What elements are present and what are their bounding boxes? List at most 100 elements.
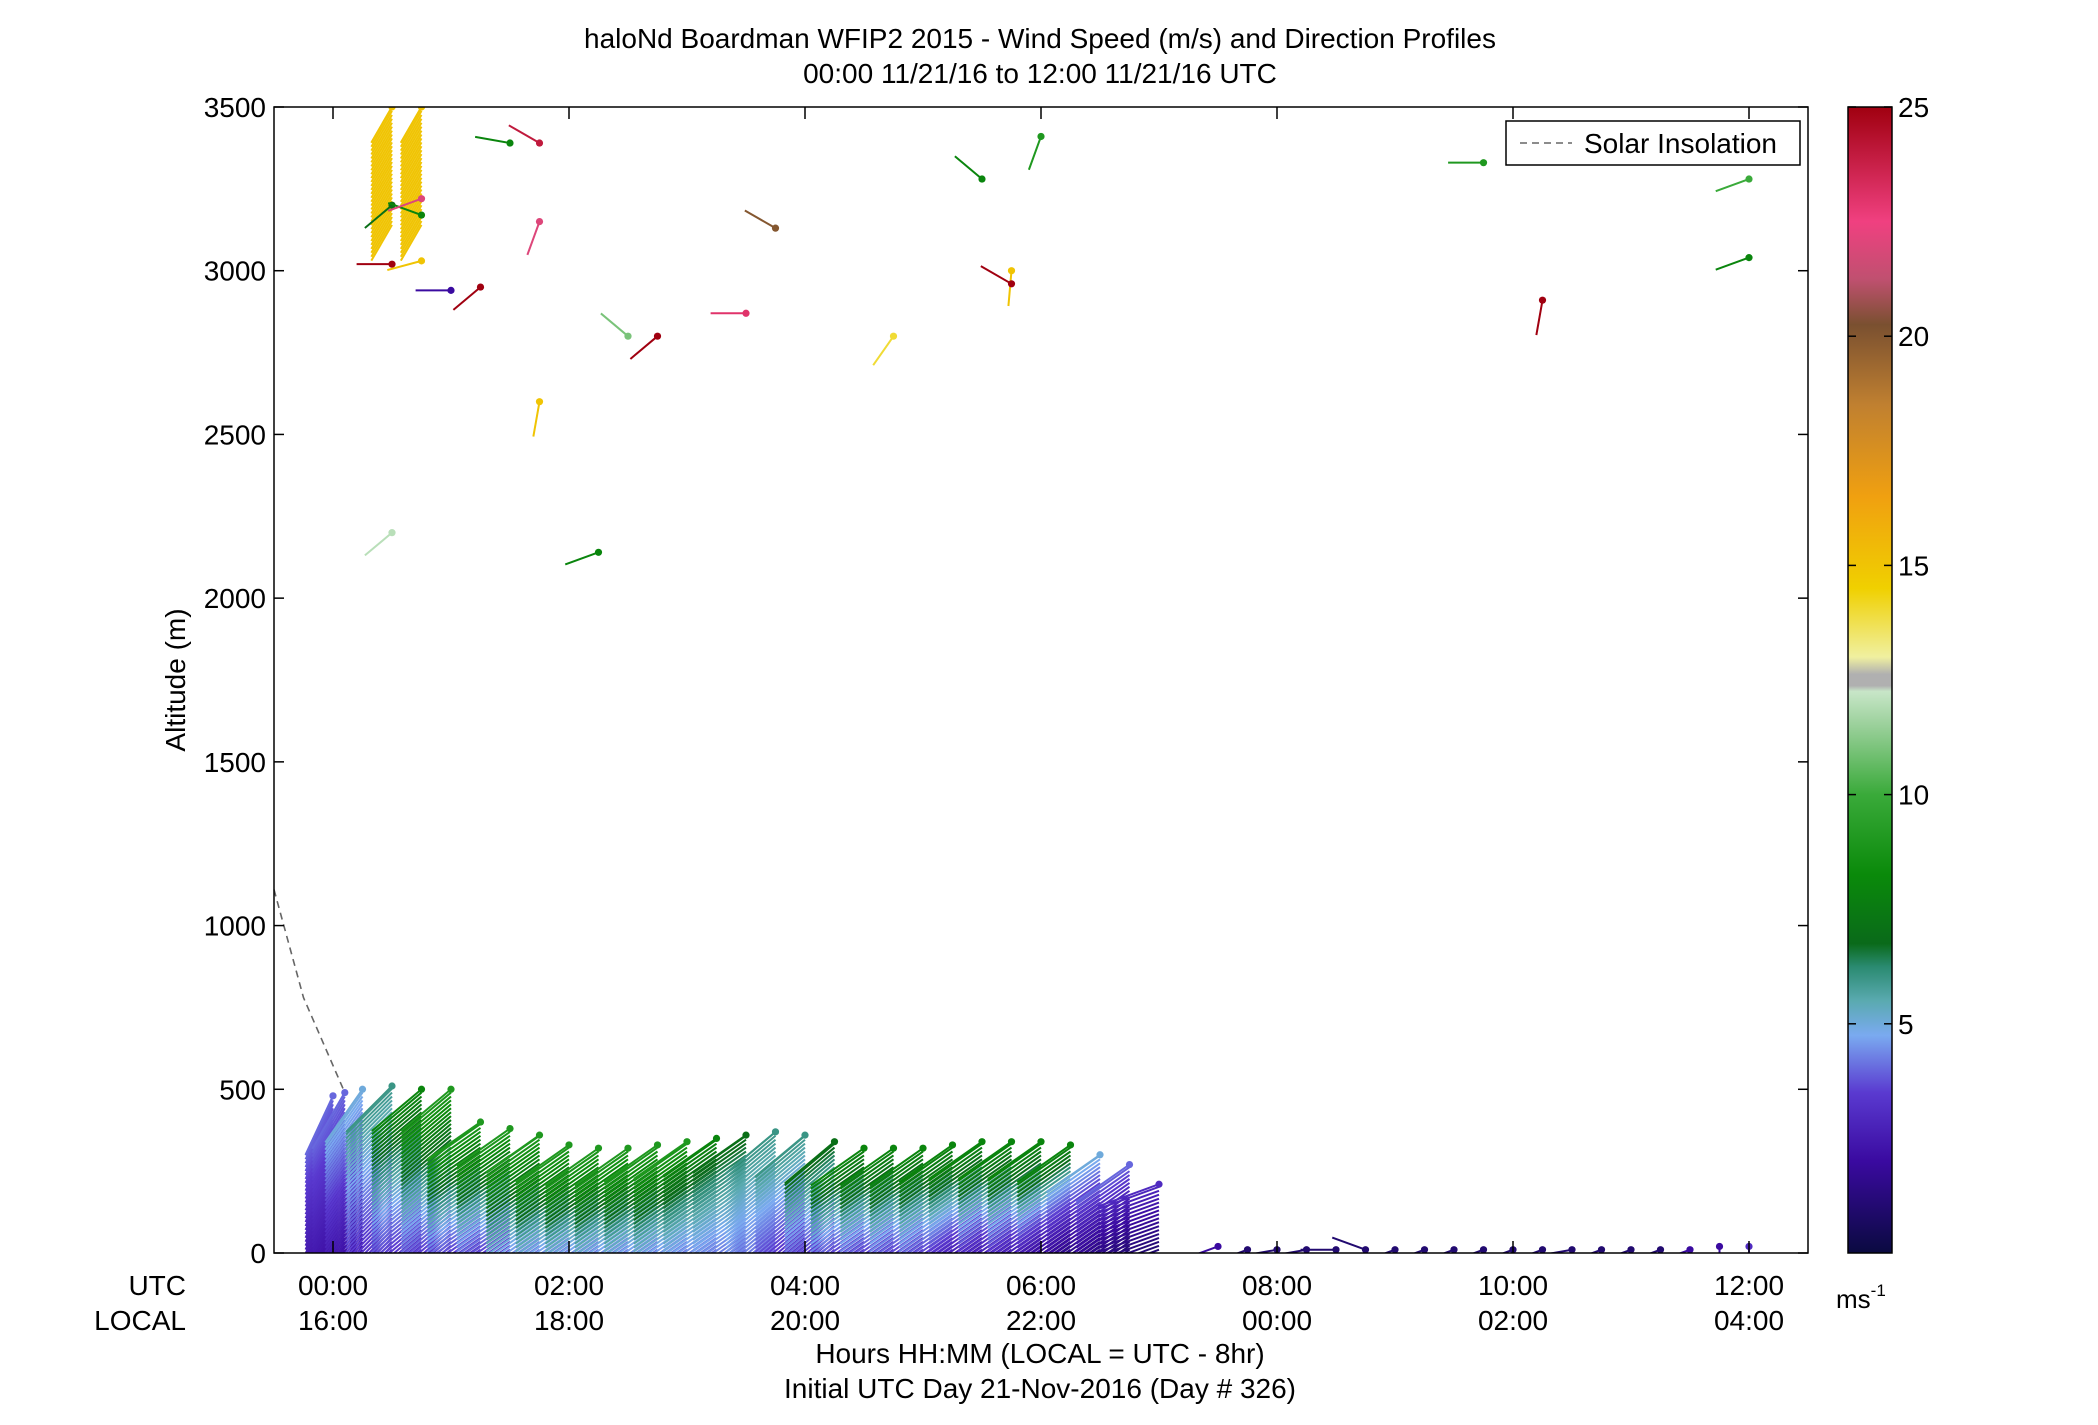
- profile-top-barb-dot: [653, 1141, 662, 1149]
- profile-barb: [633, 1146, 688, 1186]
- wind-barb: [1383, 1248, 1396, 1253]
- upper-barb: [399, 114, 423, 152]
- profile-top-barb: [810, 1147, 865, 1187]
- upper-barb: [399, 141, 423, 179]
- profile-barb: [839, 1150, 895, 1190]
- wind-barb: [474, 135, 511, 145]
- x-tick-label-local: 04:00: [1714, 1305, 1784, 1336]
- profile-barb: [928, 1142, 983, 1182]
- colorbar-tick-label: 15: [1898, 550, 1929, 581]
- upper-barb: [399, 224, 423, 262]
- profile-barb: [603, 1154, 659, 1194]
- profile-barb: [371, 1103, 423, 1147]
- profile-barb: [485, 1162, 541, 1202]
- profile-barb: [426, 1127, 482, 1166]
- profile-top-barb: [725, 1131, 777, 1175]
- profile-barb: [633, 1154, 688, 1194]
- profile-barb: [784, 1154, 836, 1198]
- profile-top-barb-dot: [801, 1131, 809, 1139]
- upper-barb: [370, 114, 393, 152]
- profile-barb: [633, 1142, 688, 1182]
- wind-barb-dot: [624, 332, 632, 340]
- chart-title: haloNd Boardman WFIP2 2015 - Wind Speed …: [584, 23, 1496, 54]
- profile-barb: [722, 1237, 747, 1253]
- x-tick-label-local: 16:00: [298, 1305, 368, 1336]
- profile-barb: [898, 1154, 954, 1194]
- profile-barb: [324, 1095, 364, 1151]
- profile-top-barb: [928, 1140, 983, 1180]
- profile-barb: [784, 1162, 836, 1206]
- profile-barb: [928, 1154, 983, 1194]
- profile-barb: [1097, 1193, 1160, 1218]
- wind-barb-dot: [1479, 1246, 1488, 1253]
- profile-barb: [400, 1119, 452, 1163]
- profile-top-barb: [1046, 1153, 1101, 1193]
- profile-top-barb-dot: [771, 1128, 780, 1136]
- profile-barb: [1097, 1213, 1160, 1238]
- wind-barb: [744, 209, 777, 230]
- profile-barb: [544, 1166, 600, 1206]
- profile-barb: [426, 1123, 482, 1163]
- x-tick-label-utc: 06:00: [1006, 1270, 1076, 1301]
- profile-barb: [574, 1154, 629, 1194]
- wind-barb-dot: [535, 398, 544, 406]
- y-tick-label: 3500: [204, 92, 266, 123]
- plot-area: [274, 107, 1808, 1253]
- profile-barb: [400, 1099, 452, 1143]
- upper-barb: [399, 177, 423, 214]
- wind-barb-dot: [1420, 1246, 1429, 1253]
- profile-top-barb: [426, 1121, 482, 1161]
- profile-barb: [1097, 1185, 1160, 1210]
- upper-barb: [399, 200, 423, 238]
- upper-barb: [399, 122, 423, 159]
- wind-barb: [1648, 1248, 1661, 1253]
- profile-barb: [400, 1107, 452, 1151]
- profile-barb: [1046, 1174, 1101, 1214]
- legend-box: [1505, 120, 1801, 166]
- profile-top-barb: [1016, 1144, 1072, 1183]
- profile-barb: [345, 1091, 393, 1140]
- profile-barb: [1097, 1221, 1160, 1246]
- wind-barb: [1331, 1236, 1366, 1251]
- x-tick-label-local: 00:00: [1242, 1305, 1312, 1336]
- wind-barb-dot: [535, 139, 544, 147]
- profile-barb: [400, 1115, 452, 1159]
- wind-barb-dot: [1361, 1246, 1370, 1253]
- profile-barb: [1097, 1209, 1160, 1234]
- profile-barb: [784, 1146, 836, 1191]
- upper-barb: [399, 161, 423, 199]
- profile-barb: [400, 1123, 452, 1167]
- profile-barb: [544, 1154, 600, 1194]
- wind-barb-dot: [1745, 254, 1753, 262]
- wind-barb: [452, 286, 482, 311]
- profile-barb: [1046, 1182, 1101, 1221]
- profile-top-barb-dot: [476, 1118, 485, 1126]
- upper-top-barb-dot: [417, 107, 426, 111]
- wind-barb-dot: [1627, 1246, 1635, 1253]
- upper-barb: [370, 192, 393, 230]
- wind-barb-dot: [1715, 1242, 1724, 1251]
- colorbar-ticks: 5 10 15 20 25: [1848, 92, 1929, 1040]
- legend-label-solar: Solar Insolation: [1584, 128, 1777, 159]
- y-tick-label: 1000: [204, 911, 266, 942]
- profile-barb: [345, 1087, 393, 1136]
- colorbar-scale: [1847, 106, 1893, 1254]
- profile-barb: [839, 1166, 895, 1206]
- wind-barb-dot: [594, 548, 603, 556]
- profile-barb: [603, 1158, 659, 1198]
- upper-barb: [399, 169, 423, 207]
- profile-barb: [426, 1146, 482, 1186]
- profile-barb: [324, 1103, 364, 1159]
- wind-barb-dot: [1450, 1246, 1458, 1253]
- wind-barb-dot: [1538, 1246, 1547, 1253]
- upper-barb: [370, 145, 393, 183]
- profile-barb: [1046, 1166, 1101, 1206]
- profile-barb: [898, 1150, 954, 1190]
- profile-barb: [456, 1150, 511, 1190]
- profile-barb: [869, 1154, 924, 1194]
- profile-barb: [544, 1158, 600, 1198]
- profile-top-barb-dot: [1007, 1138, 1016, 1146]
- wind-barb-dot: [476, 283, 485, 291]
- wind-barb-dot: [1745, 175, 1753, 183]
- wind-barb-dot: [1656, 1246, 1665, 1253]
